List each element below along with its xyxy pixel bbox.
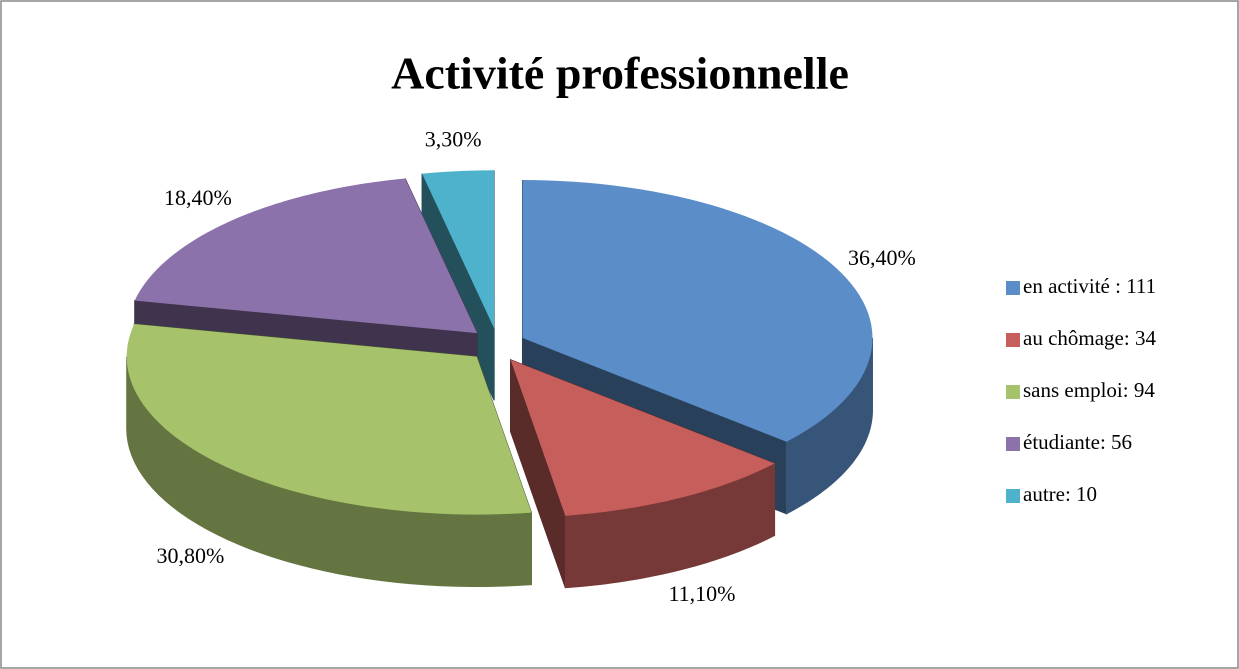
legend-swatch xyxy=(1006,385,1020,399)
data-label: 18,40% xyxy=(164,185,232,210)
legend-label: étudiante: 56 xyxy=(1023,430,1132,454)
data-label: 11,10% xyxy=(668,581,735,606)
data-label: 3,30% xyxy=(425,126,482,151)
pie-slice xyxy=(510,359,775,516)
pie-slice xyxy=(134,178,478,334)
data-label: 36,40% xyxy=(848,245,916,270)
pie-tops xyxy=(126,170,873,516)
chart-title: Activité professionnelle xyxy=(391,48,849,99)
legend-label: au chômage: 34 xyxy=(1023,326,1156,350)
legend-swatch xyxy=(1006,333,1020,347)
legend-swatch xyxy=(1006,437,1020,451)
legend-swatch xyxy=(1006,281,1020,295)
pie-slice xyxy=(422,170,495,329)
legend-swatch xyxy=(1006,489,1020,503)
slice-side xyxy=(785,338,873,515)
legend-label: sans emploi: 94 xyxy=(1023,378,1155,402)
pie-slice xyxy=(126,324,532,515)
legend-label: en activité : 111 xyxy=(1023,274,1156,298)
pie-slice xyxy=(522,180,873,442)
data-label: 30,80% xyxy=(157,543,225,568)
legend-label: autre: 10 xyxy=(1023,482,1097,506)
